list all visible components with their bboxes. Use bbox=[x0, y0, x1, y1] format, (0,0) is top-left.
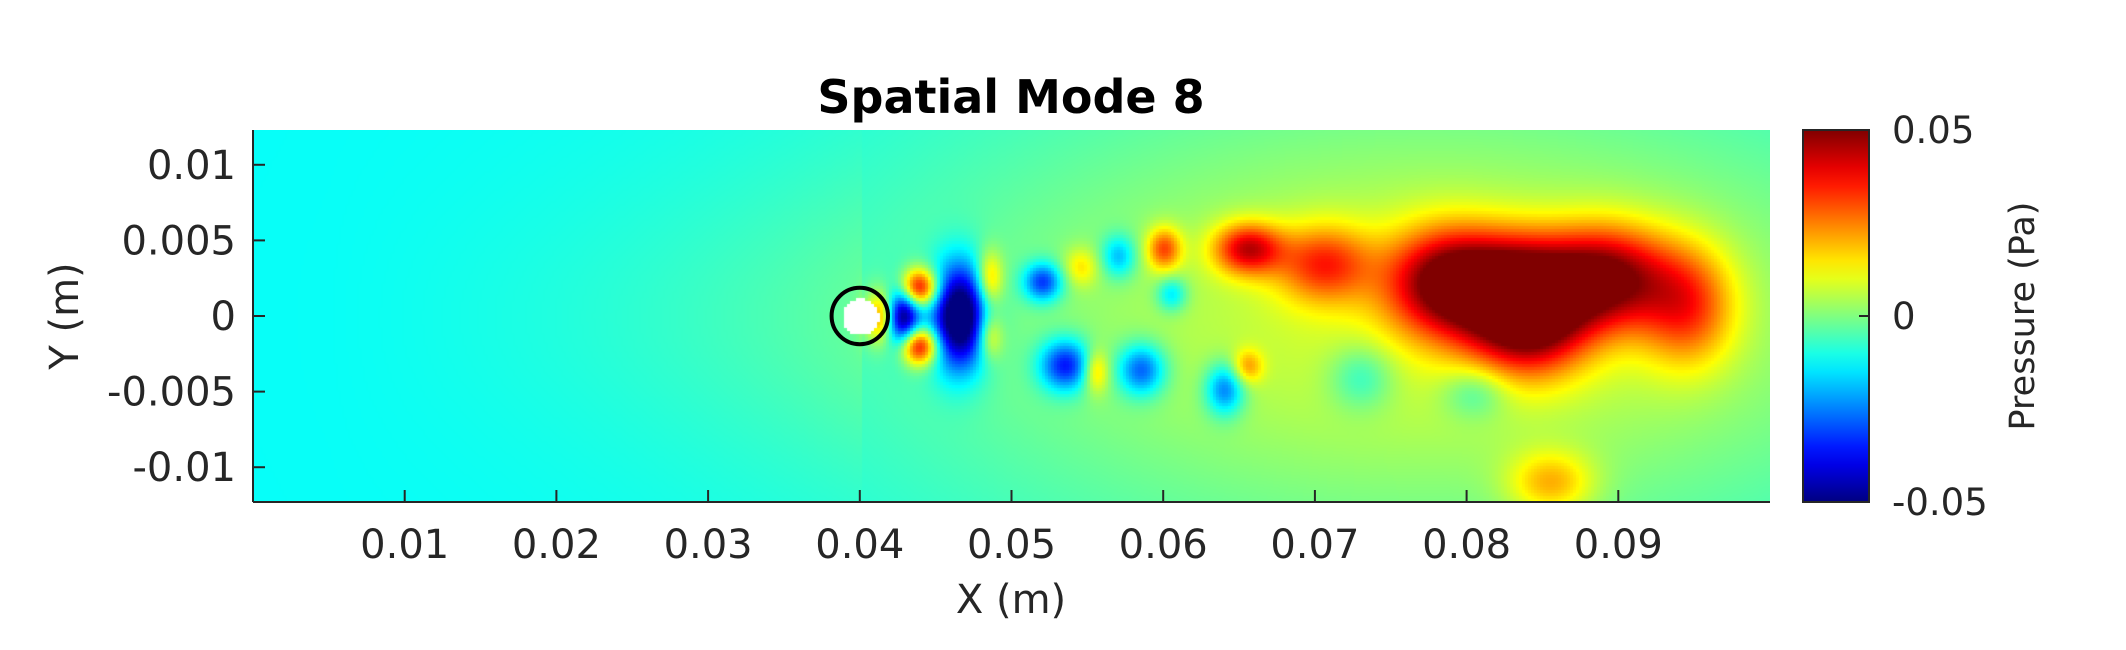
colorbar: 0.05 0 -0.05 Pressure (Pa) bbox=[1802, 109, 2043, 524]
pressure-field bbox=[253, 130, 1770, 502]
x-tick-label: 0.03 bbox=[664, 522, 753, 568]
x-tick-label: 0.08 bbox=[1422, 522, 1511, 568]
y-tick-label: 0.005 bbox=[121, 218, 236, 264]
y-axis-ticks: 0.01 0.005 0 -0.005 -0.01 bbox=[107, 143, 265, 491]
plot-area bbox=[252, 130, 1770, 503]
colorbar-gradient bbox=[1802, 129, 1870, 503]
x-tick-label: 0.06 bbox=[1119, 522, 1208, 568]
x-tick-label: 0.04 bbox=[815, 522, 904, 568]
cylinder-marker bbox=[829, 285, 891, 347]
y-tick-label: -0.01 bbox=[133, 445, 237, 491]
colorbar-label: Pressure (Pa) bbox=[2003, 202, 2043, 431]
chart-title: Spatial Mode 8 bbox=[817, 70, 1204, 124]
colorbar-tick-label: 0.05 bbox=[1892, 109, 1974, 152]
cylinder-outline bbox=[829, 285, 891, 347]
x-axis-label: X (m) bbox=[956, 577, 1066, 623]
x-tick-label: 0.02 bbox=[512, 522, 601, 568]
x-tick-label: 0.01 bbox=[360, 522, 449, 568]
y-tick-label: 0 bbox=[211, 294, 236, 340]
y-tick-label: 0.01 bbox=[147, 143, 236, 189]
x-tick-label: 0.07 bbox=[1270, 522, 1359, 568]
y-tick-label: -0.005 bbox=[107, 370, 236, 416]
colorbar-ticks: 0.05 0 -0.05 bbox=[1859, 109, 1988, 524]
x-tick-label: 0.09 bbox=[1574, 522, 1663, 568]
y-axis-label: Y (m) bbox=[42, 262, 88, 370]
x-tick-label: 0.05 bbox=[967, 522, 1056, 568]
colorbar-tick-label: -0.05 bbox=[1892, 481, 1988, 524]
colorbar-tick-label: 0 bbox=[1892, 295, 1916, 338]
x-axis-ticks: 0.01 0.02 0.03 0.04 0.05 0.06 0.07 0.08 0.09 bbox=[360, 490, 1663, 568]
